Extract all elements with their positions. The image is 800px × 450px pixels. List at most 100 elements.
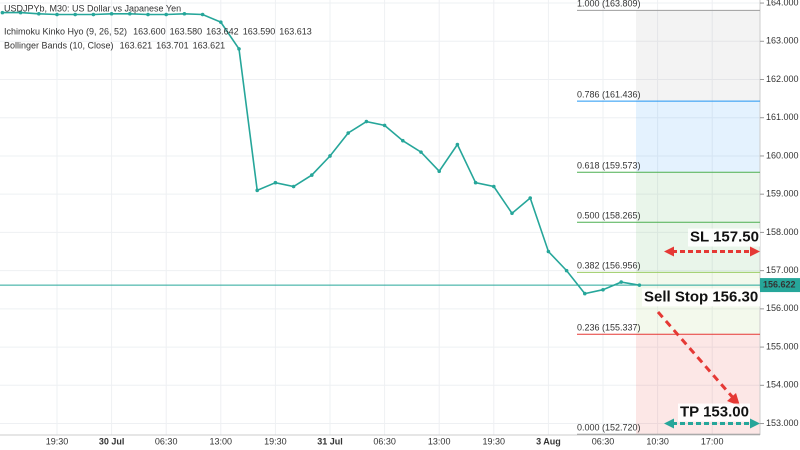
x-tick-label: 19:30 [483, 436, 506, 446]
level-arrow-head [750, 246, 760, 257]
price-point [18, 10, 23, 15]
indicator-name: Ichimoku Kinko Hyo (9, 26, 52) [4, 26, 127, 36]
price-point [182, 11, 187, 16]
price-point [583, 291, 587, 296]
price-point [164, 12, 168, 17]
x-tick-label: 17:00 [701, 436, 724, 446]
x-tick-label: 06:30 [592, 436, 615, 446]
y-tick-label: 159.000 [766, 189, 799, 199]
price-point [146, 12, 150, 17]
fib-label: 0.618 (159.573) [577, 161, 641, 171]
x-tick-label: 06:30 [373, 436, 396, 446]
price-point [0, 10, 5, 15]
y-tick-label: 154.000 [766, 380, 799, 390]
x-tick-label: 19:30 [264, 436, 287, 446]
price-point [73, 12, 77, 17]
x-tick-label: 10:30 [646, 436, 669, 446]
price-point [219, 20, 223, 24]
fib-zone [636, 172, 760, 223]
x-tick-label: 3 Aug [536, 436, 561, 446]
x-tick-label: 06:30 [155, 436, 178, 446]
price-point [564, 268, 569, 273]
price-point [346, 131, 351, 135]
indicator-readout: 163.621 [193, 40, 226, 50]
current-price-label: 156.622 [763, 279, 796, 289]
indicator-readout: 163.613 [279, 26, 312, 36]
fib-label: 0.500 (158.265) [577, 211, 641, 221]
price-point [255, 188, 259, 193]
price-point [273, 180, 278, 185]
price-point [419, 150, 423, 154]
fib-label: 0.236 (155.337) [577, 323, 641, 333]
fib-label: 0.382 (156.956) [577, 261, 641, 271]
annotation: TP 153.00 [680, 404, 749, 421]
y-tick-label: 156.000 [766, 303, 799, 313]
level-arrow-head [664, 418, 674, 429]
x-tick-label: 13:00 [210, 436, 233, 446]
price-point [37, 11, 41, 16]
current-price-tag [760, 278, 800, 293]
x-tick-label: 19:30 [46, 436, 69, 446]
price-point [382, 123, 387, 128]
fib-zone [636, 101, 760, 173]
fib-label: 1.000 (163.809) [577, 0, 641, 9]
annotation-bg [642, 288, 760, 307]
price-point [401, 138, 405, 143]
price-point [109, 11, 114, 16]
y-tick-label: 161.000 [766, 112, 799, 122]
y-tick-label: 155.000 [766, 341, 799, 351]
indicator-readout: 163.590 [243, 26, 276, 36]
price-point [455, 142, 460, 147]
price-point [473, 180, 478, 185]
y-tick-label: 163.000 [766, 36, 799, 46]
y-tick-label: 157.000 [766, 265, 799, 275]
annotation-bg [688, 228, 760, 247]
level-arrow-head [750, 418, 760, 429]
trade-arrow-head [727, 393, 740, 406]
annotation-bg [678, 403, 750, 422]
chart-title: USDJPYb, M30: US Dollar vs Japanese Yen [4, 3, 181, 13]
price-point [601, 287, 605, 292]
price-point [546, 249, 551, 254]
price-point [91, 12, 96, 17]
price-point [364, 119, 369, 124]
x-tick-label: 30 Jul [99, 436, 125, 446]
x-tick-label: 13:00 [428, 436, 451, 446]
price-point [510, 211, 514, 216]
price-point [328, 154, 332, 158]
main-layer [0, 10, 642, 296]
y-tick-label: 164.000 [766, 0, 799, 7]
annotation: Sell Stop 156.30 [644, 288, 758, 305]
x-tick-label: 31 Jul [317, 436, 343, 446]
indicator-name: Bollinger Bands (10, Close) [4, 40, 114, 50]
price-point [310, 173, 314, 177]
price-point [528, 196, 532, 200]
price-point [437, 169, 442, 174]
y-tick-label: 162.000 [766, 74, 799, 84]
price-point [619, 280, 623, 284]
price-line [2, 11, 640, 295]
indicator-readout: 163.642 [206, 26, 239, 36]
y-tick-label: 160.000 [766, 150, 799, 160]
annotation: SL 157.50 [690, 228, 759, 245]
y-tick-label: 153.000 [766, 418, 799, 428]
indicator-readout: 163.621 [120, 40, 153, 50]
y-tick-label: 158.000 [766, 227, 799, 237]
price-point [291, 184, 296, 189]
indicator-readout: 163.600 [133, 26, 166, 36]
fib-label: 0.786 (161.436) [577, 89, 641, 99]
indicator-readout: 163.701 [156, 40, 189, 50]
trade-arrow [656, 311, 737, 401]
price-point [128, 11, 132, 16]
fib-label: 0.000 (152.720) [577, 423, 641, 433]
indicator-readout: 163.580 [170, 26, 203, 36]
price-point [492, 184, 496, 189]
level-arrow-head [664, 246, 674, 257]
fib-zone [636, 10, 760, 102]
price-point [55, 12, 59, 17]
price-point [237, 47, 241, 51]
price-point [200, 12, 205, 17]
